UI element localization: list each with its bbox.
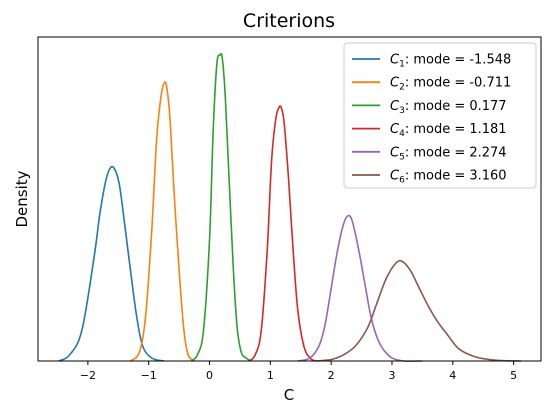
x-tick-label: −2 bbox=[80, 369, 96, 382]
x-tick-label: −1 bbox=[141, 369, 157, 382]
legend-label-c5: C5: mode = 2.274 bbox=[390, 145, 507, 162]
x-tick-label: 3 bbox=[388, 369, 395, 382]
x-axis-ticks: −2 −1 0 1 2 3 4 5 bbox=[80, 361, 517, 382]
x-tick-label: 5 bbox=[510, 369, 517, 382]
x-tick-label: 4 bbox=[449, 369, 456, 382]
series-line-c5 bbox=[297, 214, 423, 363]
y-axis-label: Density bbox=[13, 170, 31, 227]
series-line-c1 bbox=[58, 165, 165, 362]
legend-label-c2: C2: mode = -0.711 bbox=[390, 76, 511, 93]
legend-label-c6: C6: mode = 3.160 bbox=[390, 169, 507, 186]
x-tick-label: 1 bbox=[267, 369, 274, 382]
x-tick-label: 2 bbox=[328, 369, 335, 382]
legend-label-c1: C1: mode = -1.548 bbox=[390, 53, 511, 70]
x-tick-label: 0 bbox=[206, 369, 213, 382]
series-line-c3 bbox=[190, 52, 252, 362]
plot-frame bbox=[37, 36, 542, 362]
series-line-c4 bbox=[248, 105, 317, 362]
plot-area bbox=[58, 52, 521, 363]
series-line-c6 bbox=[315, 259, 521, 362]
legend-label-c4: C4: mode = 1.181 bbox=[390, 122, 507, 139]
legend: C1: mode = -1.548 C2: mode = -0.711 C3: mo… bbox=[343, 42, 537, 189]
x-axis-label: C bbox=[284, 386, 294, 404]
series-line-c2 bbox=[129, 81, 195, 362]
legend-box bbox=[343, 42, 537, 189]
chart-title: Criterions bbox=[243, 10, 335, 32]
legend-label-c3: C3: mode = 0.177 bbox=[390, 99, 507, 116]
